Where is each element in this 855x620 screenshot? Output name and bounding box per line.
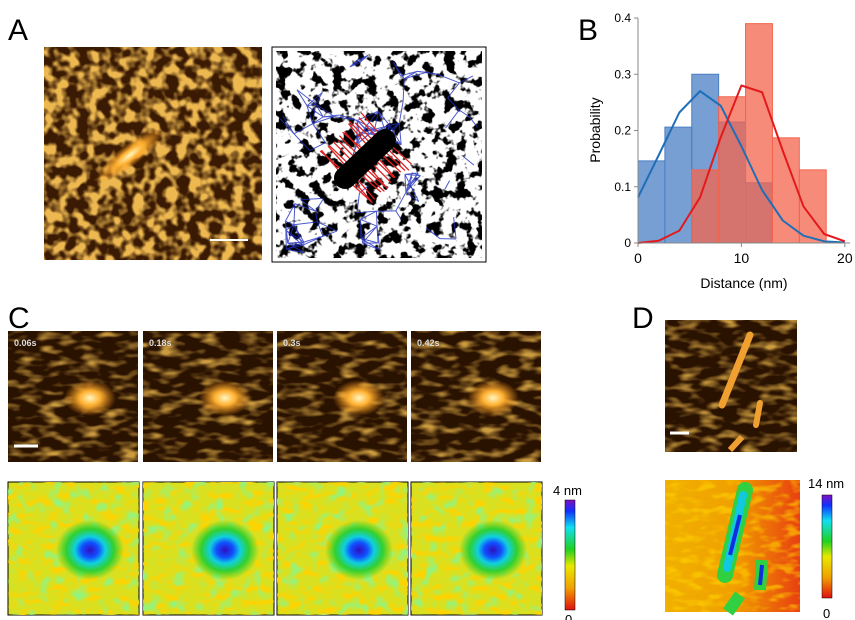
timestamp: 0.18s [149,338,172,348]
timestamp: 0.3s [283,338,301,348]
figure: A B C D 0.06s 0.18s 0.3s 0.42s 4 nm 0 14 nm… [0,0,855,620]
panel-label: D [632,302,654,335]
panel-label: A [8,14,28,47]
afm-frames: 0.06s 0.18s 0.3s 0.42s [8,331,541,462]
network-edge [376,211,377,226]
height-well [325,520,393,580]
particle [467,380,519,416]
x-tick-label: 0 [634,250,642,266]
y-tick-label: 0.3 [614,67,631,81]
y-tick-label: 0.4 [614,11,631,25]
timestamp: 0.42s [417,338,440,348]
bar [638,161,665,243]
particle [333,380,385,416]
y-tick-label: 0.1 [614,180,631,194]
colorbar [822,495,832,598]
network-image [272,47,486,262]
panel-label: B [578,14,598,47]
colorbar [565,500,575,610]
timestamp: 0.06s [14,338,37,348]
height-maps [8,482,542,615]
y-tick-label: 0 [624,236,631,250]
panel-label: C [8,302,30,335]
particle [199,380,251,416]
particle [64,380,116,416]
colorbar-label: 0 [823,606,830,620]
x-tick-label: 10 [734,250,750,266]
bar [772,138,799,243]
afm-image [44,47,262,260]
afm-image [665,320,797,452]
bar [746,24,773,243]
y-tick-label: 0.2 [614,124,631,138]
height-well [459,520,527,580]
x-axis-label: Distance (nm) [700,275,787,291]
colorbar-label: 14 nm [808,476,844,491]
colorbar-label: 4 nm [553,483,582,498]
height-map [665,480,800,612]
bar [719,97,746,243]
bar [665,127,692,243]
x-tick-label: 20 [837,250,853,266]
y-axis-label: Probability [587,97,603,162]
height-well [191,520,259,580]
height-well [56,520,124,580]
colorbar-label: 0 [565,612,572,620]
